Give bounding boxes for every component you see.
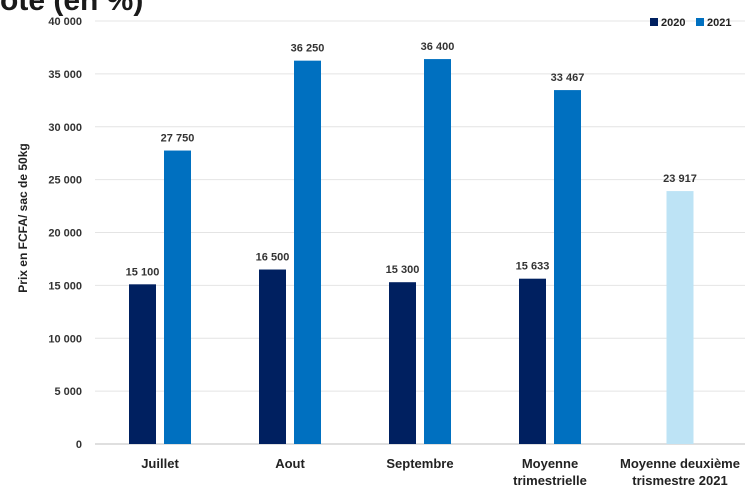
y-tick-label: 30 000 bbox=[48, 122, 82, 134]
y-tick-label: 20 000 bbox=[48, 228, 82, 240]
chart-title-fragment: ote (en %) bbox=[0, 0, 143, 17]
x-axis: Juillet Aout Septembre Moyenne trimestrielle… bbox=[141, 456, 740, 488]
bar-2020 bbox=[259, 269, 286, 444]
gridlines bbox=[95, 20, 745, 445]
data-label: 36 250 bbox=[291, 43, 325, 55]
bar-2021 bbox=[164, 150, 191, 444]
legend-swatch-2021 bbox=[696, 18, 704, 26]
data-label: 36 400 bbox=[421, 41, 455, 53]
y-tick-label: 35 000 bbox=[48, 69, 82, 81]
x-tick-label: Moyenne trimestrielle bbox=[513, 456, 587, 488]
y-tick-label: 15 000 bbox=[48, 280, 82, 292]
bar-2020 bbox=[519, 278, 546, 444]
bar-2020 bbox=[389, 282, 416, 444]
bar-2021 bbox=[554, 90, 581, 444]
legend-swatch-2020 bbox=[650, 18, 658, 26]
bar-2021 bbox=[424, 59, 451, 444]
y-axis-label: Prix en FCFA/ sac de 50kg bbox=[16, 143, 30, 292]
data-label: 23 917 bbox=[663, 173, 697, 185]
data-label: 16 500 bbox=[256, 252, 290, 264]
bar-2020 bbox=[129, 284, 156, 444]
data-label: 15 100 bbox=[126, 266, 160, 278]
legend: 2020 2021 bbox=[650, 17, 731, 29]
data-label: 15 300 bbox=[386, 264, 420, 276]
y-tick-label: 10 000 bbox=[48, 333, 82, 345]
x-tick-label: Aout bbox=[275, 456, 305, 471]
data-label: 15 633 bbox=[516, 261, 550, 273]
bar-2021 bbox=[294, 60, 321, 444]
x-tick-label: Septembre bbox=[386, 456, 453, 471]
y-tick-label: 5 000 bbox=[54, 386, 82, 398]
x-tick-label: Juillet bbox=[141, 456, 179, 471]
y-tick-label: 0 bbox=[76, 439, 82, 451]
bar-average bbox=[666, 191, 694, 444]
data-label: 27 750 bbox=[161, 133, 195, 145]
legend-label: 2021 bbox=[707, 17, 731, 29]
bars: 15 100 27 750 16 500 36 250 15 300 36 400 15 6… bbox=[126, 41, 697, 444]
legend-label: 2020 bbox=[661, 17, 685, 29]
y-tick-label: 40 000 bbox=[48, 16, 82, 28]
data-label: 33 467 bbox=[551, 72, 585, 84]
y-axis: 0 5 000 10 000 15 000 20 000 25 000 30 000 35 0… bbox=[48, 16, 82, 451]
x-tick-label: Moyenne deuxième trismestre 2021 bbox=[620, 456, 740, 488]
y-tick-label: 25 000 bbox=[48, 175, 82, 187]
